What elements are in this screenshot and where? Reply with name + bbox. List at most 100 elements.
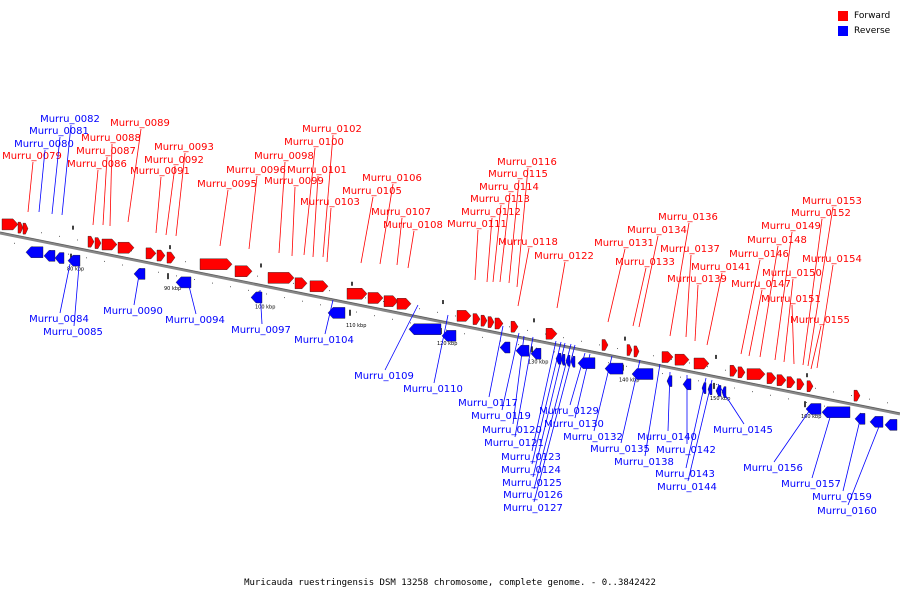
forward-gene-arrow[interactable] (510, 321, 519, 333)
forward-label-murru-0152[interactable]: Murru_0152 (791, 208, 851, 366)
forward-label-murru-0105[interactable]: Murru_0105 (342, 186, 402, 264)
forward-label-murru-0108[interactable]: Murru_0108 (383, 220, 443, 269)
reverse-label-murru-0124[interactable]: Murru_0124 (501, 341, 562, 476)
forward-label-murru-0146[interactable]: Murru_0146 (729, 249, 789, 355)
forward-label-murru-0151[interactable]: Murru_0151 (761, 294, 821, 365)
reverse-label-murru-0127[interactable]: Murru_0127 (503, 344, 576, 514)
forward-label-murru-0102[interactable]: Murru_0102 (302, 124, 362, 258)
forward-label-murru-0098[interactable]: Murru_0098 (254, 151, 314, 254)
reverse-label-murru-0090[interactable]: Murru_0090 (103, 268, 163, 317)
reverse-gene-arrow[interactable] (570, 356, 576, 368)
reverse-label-murru-0094[interactable]: Murru_0094 (165, 281, 225, 326)
reverse-label-murru-0130[interactable]: Murru_0130 (544, 353, 604, 430)
forward-label-murru-0116[interactable]: Murru_0116 (497, 157, 557, 288)
reverse-gene-arrow[interactable] (54, 252, 65, 264)
reverse-gene-arrow[interactable] (805, 403, 822, 415)
reverse-label-murru-0097[interactable]: Murru_0097 (231, 289, 291, 336)
forward-label-murru-0150[interactable]: Murru_0150 (762, 268, 822, 363)
forward-gene-arrow[interactable] (601, 339, 609, 351)
forward-gene-arrow[interactable] (294, 277, 308, 289)
forward-label-murru-0133[interactable]: Murru_0133 (615, 257, 675, 327)
forward-label-murru-0141[interactable]: Murru_0141 (691, 262, 751, 346)
forward-gene-arrow[interactable] (117, 242, 135, 254)
forward-label-murru-0155[interactable]: Murru_0155 (790, 315, 850, 370)
reverse-label-murru-0104[interactable]: Murru_0104 (294, 299, 354, 346)
reverse-label-murru-0121[interactable]: Murru_0121 (484, 336, 544, 449)
reverse-label-murru-0126[interactable]: Murru_0126 (503, 343, 572, 501)
reverse-label-murru-0132[interactable]: Murru_0132 (563, 355, 623, 443)
forward-label-murru-0100[interactable]: Murru_0100 (284, 137, 344, 256)
forward-label-murru-0111[interactable]: Murru_0111 (447, 219, 507, 281)
reverse-gene-arrow[interactable] (175, 276, 192, 289)
reverse-label-murru-0157[interactable]: Murru_0157 (781, 413, 841, 490)
forward-label-murru-0088[interactable]: Murru_0088 (81, 133, 141, 227)
forward-gene-arrow[interactable] (101, 238, 118, 251)
forward-gene-arrow[interactable] (674, 353, 690, 366)
forward-gene-arrow[interactable] (383, 295, 399, 307)
forward-label-murru-0131[interactable]: Murru_0131 (594, 238, 654, 323)
reverse-label-murru-0125[interactable]: Murru_0125 (502, 342, 566, 489)
forward-gene-arrow[interactable] (145, 247, 157, 260)
forward-label-murru-0137[interactable]: Murru_0137 (660, 244, 720, 338)
forward-label-murru-0154[interactable]: Murru_0154 (802, 254, 862, 369)
forward-label-murru-0106[interactable]: Murru_0106 (362, 173, 422, 265)
forward-gene-arrow[interactable] (267, 272, 295, 284)
reverse-label-murru-0159[interactable]: Murru_0159 (812, 419, 872, 503)
reverse-gene-arrow[interactable] (250, 291, 263, 304)
forward-label-murru-0134[interactable]: Murru_0134 (627, 225, 687, 328)
reverse-label-murru-0123[interactable]: Murru_0123 (501, 340, 561, 463)
forward-gene-arrow[interactable] (199, 258, 233, 270)
forward-label-murru-0147[interactable]: Murru_0147 (731, 279, 791, 357)
reverse-gene-arrow[interactable] (577, 357, 596, 369)
forward-gene-arrow[interactable] (472, 313, 481, 325)
forward-gene-arrow[interactable] (367, 292, 384, 304)
forward-label-murru-0136[interactable]: Murru_0136 (658, 212, 718, 337)
forward-gene-arrow[interactable] (94, 237, 102, 249)
forward-gene-arrow[interactable] (746, 368, 766, 380)
forward-label-murru-0149[interactable]: Murru_0149 (761, 221, 821, 361)
forward-label-murru-0112[interactable]: Murru_0112 (461, 207, 521, 283)
reverse-label-murru-0160[interactable]: Murru_0160 (817, 423, 881, 517)
forward-label-murru-0089[interactable]: Murru_0089 (110, 118, 170, 223)
forward-label-murru-0153[interactable]: Murru_0153 (802, 196, 862, 367)
forward-gene-arrow[interactable] (786, 376, 796, 388)
reverse-gene-arrow[interactable] (854, 413, 866, 425)
reverse-label-murru-0142[interactable]: Murru_0142 (656, 375, 716, 456)
reverse-gene-arrow[interactable] (67, 254, 81, 267)
reverse-gene-arrow[interactable] (715, 385, 722, 397)
forward-gene-arrow[interactable] (661, 351, 674, 363)
forward-label-murru-0115[interactable]: Murru_0115 (488, 169, 548, 284)
forward-gene-arrow[interactable] (729, 365, 738, 377)
forward-label-murru-0099[interactable]: Murru_0099 (264, 176, 324, 257)
reverse-gene-arrow[interactable] (43, 250, 56, 262)
forward-gene-arrow[interactable] (309, 280, 329, 293)
reverse-label-murru-0119[interactable]: Murru_0119 (471, 332, 531, 422)
forward-label-murru-0122[interactable]: Murru_0122 (534, 251, 594, 309)
forward-gene-arrow[interactable] (766, 372, 777, 384)
reverse-label-murru-0156[interactable]: Murru_0156 (743, 406, 813, 474)
forward-gene-arrow[interactable] (626, 344, 633, 356)
forward-gene-arrow[interactable] (87, 235, 95, 248)
forward-gene-arrow[interactable] (166, 251, 176, 264)
reverse-gene-arrow[interactable] (884, 419, 898, 431)
forward-label-murru-0148[interactable]: Murru_0148 (747, 235, 807, 358)
forward-label-murru-0087[interactable]: Murru_0087 (76, 146, 136, 226)
forward-gene-arrow[interactable] (1, 218, 19, 231)
forward-gene-arrow[interactable] (396, 298, 412, 310)
forward-gene-arrow[interactable] (487, 316, 495, 328)
forward-label-murru-0101[interactable]: Murru_0101 (287, 165, 347, 258)
forward-label-murru-0093[interactable]: Murru_0093 (154, 142, 214, 237)
forward-gene-arrow[interactable] (853, 389, 861, 402)
forward-gene-arrow[interactable] (480, 314, 488, 327)
reverse-label-murru-0110[interactable]: Murru_0110 (403, 314, 463, 395)
reverse-label-murru-0082[interactable]: Murru_0082 (40, 114, 100, 216)
forward-label-murru-0095[interactable]: Murru_0095 (197, 179, 257, 247)
forward-gene-arrow[interactable] (796, 378, 805, 390)
forward-gene-arrow[interactable] (776, 374, 787, 386)
forward-gene-arrow[interactable] (806, 380, 814, 392)
forward-gene-arrow[interactable] (22, 222, 29, 235)
forward-gene-arrow[interactable] (346, 288, 368, 300)
forward-gene-arrow[interactable] (156, 249, 166, 262)
forward-gene-arrow[interactable] (737, 366, 746, 379)
reverse-label-murru-0117[interactable]: Murru_0117 (458, 325, 518, 409)
